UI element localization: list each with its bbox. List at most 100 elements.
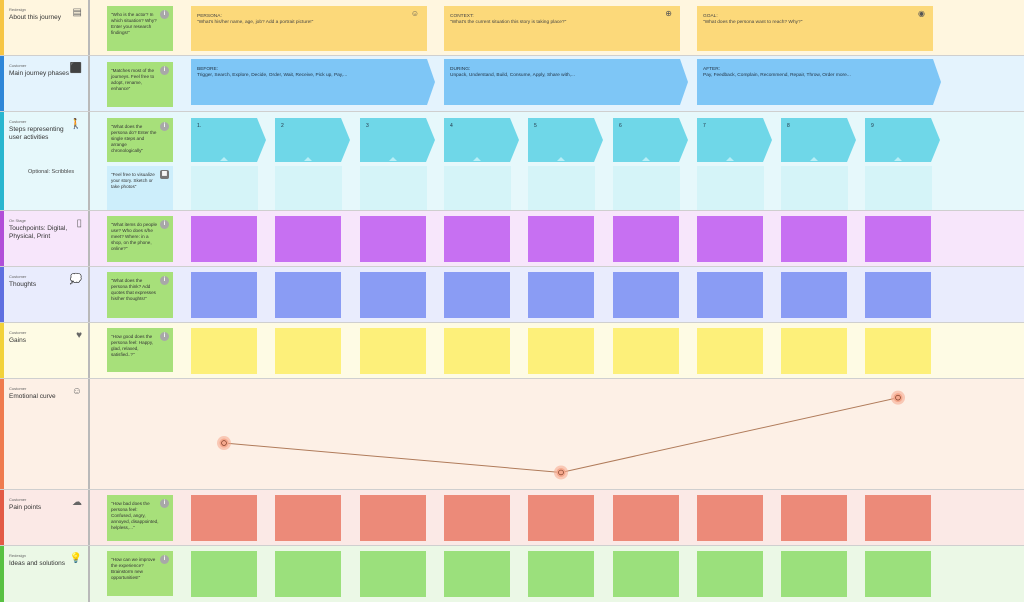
guide-note[interactable]: "Who is the actor? In which situation? W… [107,6,173,51]
step-pointer [389,157,397,161]
pain-sticky[interactable] [528,495,594,541]
pain-sticky[interactable] [613,495,679,541]
touchpoint-sticky[interactable] [528,216,594,262]
touchpoint-sticky[interactable] [697,216,763,262]
emotion-point[interactable] [217,436,231,451]
step-pointer [220,157,228,161]
touchpoint-sticky[interactable] [613,216,679,262]
scribble-cell[interactable] [191,166,258,210]
info-icon[interactable]: i [160,66,169,75]
info-icon[interactable]: i [160,122,169,131]
thought-sticky[interactable] [613,272,679,318]
phase-before[interactable]: BEFORE: Trigger, Search, Explore, Decide… [191,59,435,105]
guide-note-text: "How bad does the persona feel: Confused… [111,501,159,530]
phase-heading: DURING: [450,67,471,72]
touchpoint-sticky[interactable] [781,216,847,262]
touchpoint-sticky[interactable] [360,216,426,262]
context-card[interactable]: CONTEXT: "What's the current situation t… [444,6,680,51]
row-title: Steps representing user activities [9,126,64,141]
phase-after[interactable]: AFTER: Pay, Feedback, Complain, Recommen… [697,59,941,105]
pain-sticky[interactable] [275,495,341,541]
row-tag: Redesign [9,7,26,12]
guide-note[interactable]: "What does the persona think? Add quotes… [107,272,173,318]
gain-sticky[interactable] [697,328,763,374]
idea-sticky[interactable] [781,551,847,597]
idea-sticky[interactable] [528,551,594,597]
scribbles-label: Optional: Scribbles [28,169,75,175]
idea-sticky[interactable] [613,551,679,597]
step-card[interactable]: 2 [275,118,350,162]
card-text: "What's the current situation this story… [450,20,567,25]
emotion-point[interactable] [554,465,568,480]
touchpoint-sticky[interactable] [444,216,510,262]
idea-sticky[interactable] [191,551,257,597]
step-card[interactable]: 7 [697,118,772,162]
info-icon[interactable]: i [160,10,169,19]
idea-sticky[interactable] [275,551,341,597]
step-card[interactable]: 4 [444,118,519,162]
thought-sticky[interactable] [275,272,341,318]
broken-cloud-icon: ☁ [72,497,82,508]
scribble-note[interactable]: "Feel free to visualize your story. Sket… [107,166,173,210]
thought-sticky[interactable] [444,272,510,318]
step-card[interactable]: 6 [613,118,688,162]
scribble-cell[interactable] [275,166,342,210]
guide-note[interactable]: "How can we improve the experience? Brai… [107,551,173,596]
thought-sticky[interactable] [528,272,594,318]
info-icon[interactable]: i [160,276,169,285]
gain-sticky[interactable] [191,328,257,374]
gain-sticky[interactable] [865,328,931,374]
thought-sticky[interactable] [360,272,426,318]
info-icon[interactable]: i [160,555,169,564]
phase-during[interactable]: DURING: Unpack, Understand, Build, Consu… [444,59,688,105]
step-pointer [810,157,818,161]
thought-sticky[interactable] [191,272,257,318]
guide-note[interactable]: "How bad does the persona feel: Confused… [107,495,173,541]
scribble-cell[interactable] [360,166,427,210]
goal-card[interactable]: GOAL: "What does the persona want to rea… [697,6,933,51]
thought-sticky[interactable] [697,272,763,318]
idea-sticky[interactable] [865,551,931,597]
idea-sticky[interactable] [360,551,426,597]
step-card[interactable]: 3 [360,118,435,162]
persona-card[interactable]: PERSONA: "What's his/her name, age, job?… [191,6,427,51]
step-card[interactable]: 8 [781,118,856,162]
guide-note[interactable]: "How good does the persona feel: Happy, … [107,328,173,372]
info-icon[interactable]: i [160,220,169,229]
pain-sticky[interactable] [781,495,847,541]
gain-sticky[interactable] [360,328,426,374]
info-icon[interactable]: i [160,332,169,341]
gain-sticky[interactable] [528,328,594,374]
touchpoint-sticky[interactable] [275,216,341,262]
step-card[interactable]: 5 [528,118,603,162]
touchpoint-sticky[interactable] [191,216,257,262]
film-icon[interactable]: ▦ [160,170,169,179]
guide-note[interactable]: "What items do people use? Who does s/he… [107,216,173,262]
scribble-cell[interactable] [613,166,680,210]
idea-sticky[interactable] [444,551,510,597]
scribble-cell[interactable] [865,166,932,210]
scribble-cell[interactable] [781,166,848,210]
pain-sticky[interactable] [360,495,426,541]
thought-sticky[interactable] [865,272,931,318]
guide-note[interactable]: "Matches most of the journeys. Feel free… [107,62,173,107]
idea-sticky[interactable] [697,551,763,597]
scribble-cell[interactable] [444,166,511,210]
scribble-cell[interactable] [528,166,595,210]
pain-sticky[interactable] [697,495,763,541]
info-icon[interactable]: i [160,499,169,508]
thought-sticky[interactable] [781,272,847,318]
pain-sticky[interactable] [444,495,510,541]
gain-sticky[interactable] [275,328,341,374]
emotion-point[interactable] [891,390,905,405]
scribble-cell[interactable] [697,166,764,210]
gain-sticky[interactable] [781,328,847,374]
gain-sticky[interactable] [444,328,510,374]
step-card[interactable]: 9 [865,118,940,162]
step-card[interactable]: 1. [191,118,266,162]
pain-sticky[interactable] [865,495,931,541]
touchpoint-sticky[interactable] [865,216,931,262]
gain-sticky[interactable] [613,328,679,374]
pain-sticky[interactable] [191,495,257,541]
guide-note[interactable]: "What does the persona do? Enter the sin… [107,118,173,162]
